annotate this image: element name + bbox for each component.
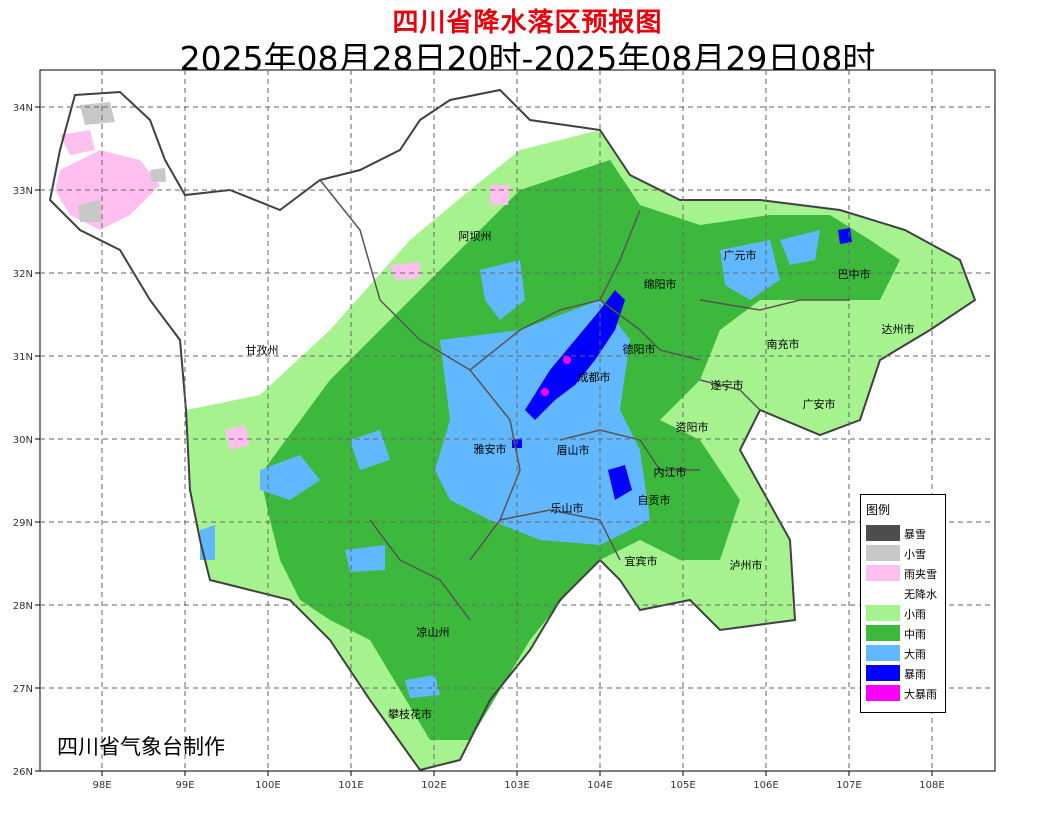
legend-swatch: [866, 685, 900, 701]
x-axis: 98E 99E 100E 101E 102E 103E 104E 105E 106E 107E 10…: [92, 771, 945, 791]
y-tick-label: 32N: [13, 269, 33, 280]
city-label: 德阳市: [623, 342, 656, 356]
heavy-rain-areas: [200, 230, 820, 698]
legend-item: 大暴雨: [866, 685, 946, 701]
legend-swatch: [866, 645, 900, 661]
city-label: 宜宾市: [625, 554, 658, 568]
y-tick-label: 27N: [13, 684, 33, 695]
legend-swatch: [866, 565, 900, 581]
city-label: 遂宁市: [711, 378, 744, 392]
legend-item: 中雨: [866, 625, 946, 641]
legend-item: 暴雪: [866, 525, 946, 541]
map-title: 四川省降水落区预报图: [392, 8, 663, 38]
city-label: 成都市: [578, 370, 611, 384]
light-snow-areas: [78, 102, 166, 222]
torrential-rain-areas: [541, 356, 571, 396]
legend-item: 小雨: [866, 605, 946, 621]
legend-label: 无降水: [904, 588, 937, 601]
agency-credit: 四川省气象台制作: [57, 735, 225, 759]
legend-label: 小雨: [904, 608, 926, 621]
y-axis: 34N 33N 32N 31N 30N 29N 28N 27N 26N: [13, 103, 40, 778]
y-tick-label: 34N: [13, 103, 33, 114]
city-label: 绵阳市: [644, 277, 677, 291]
city-label: 阿坝州: [459, 229, 492, 243]
city-label: 泸州市: [730, 558, 763, 572]
legend-item: 无降水: [866, 585, 946, 601]
legend-item: 小雪: [866, 545, 946, 561]
city-label: 凉山州: [417, 625, 450, 639]
x-tick-label: 106E: [753, 780, 778, 791]
city-label: 广元市: [724, 248, 757, 262]
city-label: 巴中市: [838, 267, 871, 281]
x-tick-label: 100E: [255, 780, 280, 791]
legend-item: 大雨: [866, 645, 946, 661]
city-label: 雅安市: [474, 442, 507, 456]
legend-swatch: [866, 545, 900, 561]
city-label: 内江市: [654, 465, 687, 479]
legend-swatch: [866, 605, 900, 621]
x-tick-label: 98E: [92, 780, 111, 791]
city-label: 攀枝花市: [388, 707, 432, 721]
legend-label: 暴雪: [904, 528, 926, 541]
city-label: 自贡市: [638, 493, 671, 507]
legend-swatch: [866, 665, 900, 681]
legend-swatch: [866, 625, 900, 641]
city-label: 乐山市: [551, 501, 584, 515]
city-label: 达州市: [882, 322, 915, 336]
legend-label: 雨夹雪: [904, 568, 937, 581]
legend-label: 暴雨: [904, 668, 926, 681]
legend-label: 中雨: [904, 628, 926, 641]
legend-swatch: [866, 585, 900, 601]
legend-label: 大暴雨: [904, 688, 937, 701]
city-label: 南充市: [767, 337, 800, 351]
map-gridlines: [40, 70, 995, 771]
city-label: 广安市: [803, 397, 836, 411]
y-tick-label: 31N: [13, 352, 33, 363]
city-label: 眉山市: [557, 443, 590, 457]
x-tick-label: 108E: [919, 780, 944, 791]
legend-label: 大雨: [904, 648, 926, 661]
legend: 图例 暴雪小雪雨夹雪无降水小雨中雨大雨暴雨大暴雨: [860, 494, 946, 713]
legend-item: 暴雨: [866, 665, 946, 681]
legend-label: 小雪: [904, 548, 926, 561]
x-tick-label: 107E: [836, 780, 861, 791]
x-tick-label: 103E: [504, 780, 529, 791]
y-tick-label: 29N: [13, 518, 33, 529]
x-tick-label: 104E: [587, 780, 612, 791]
city-label: 资阳市: [676, 420, 709, 434]
prefecture-borders: [319, 179, 850, 621]
legend-item: 雨夹雪: [866, 565, 946, 581]
x-tick-label: 102E: [421, 780, 446, 791]
city-label: 甘孜州: [246, 343, 279, 357]
legend-title: 图例: [866, 503, 891, 517]
legend-swatch: [866, 525, 900, 541]
province-outline: [48, 88, 977, 772]
y-tick-label: 33N: [13, 186, 33, 197]
y-tick-label: 30N: [13, 435, 33, 446]
y-tick-label: 28N: [13, 601, 33, 612]
x-tick-label: 99E: [175, 780, 194, 791]
x-tick-label: 105E: [670, 780, 695, 791]
x-tick-label: 101E: [338, 780, 363, 791]
y-tick-label: 26N: [13, 767, 33, 778]
